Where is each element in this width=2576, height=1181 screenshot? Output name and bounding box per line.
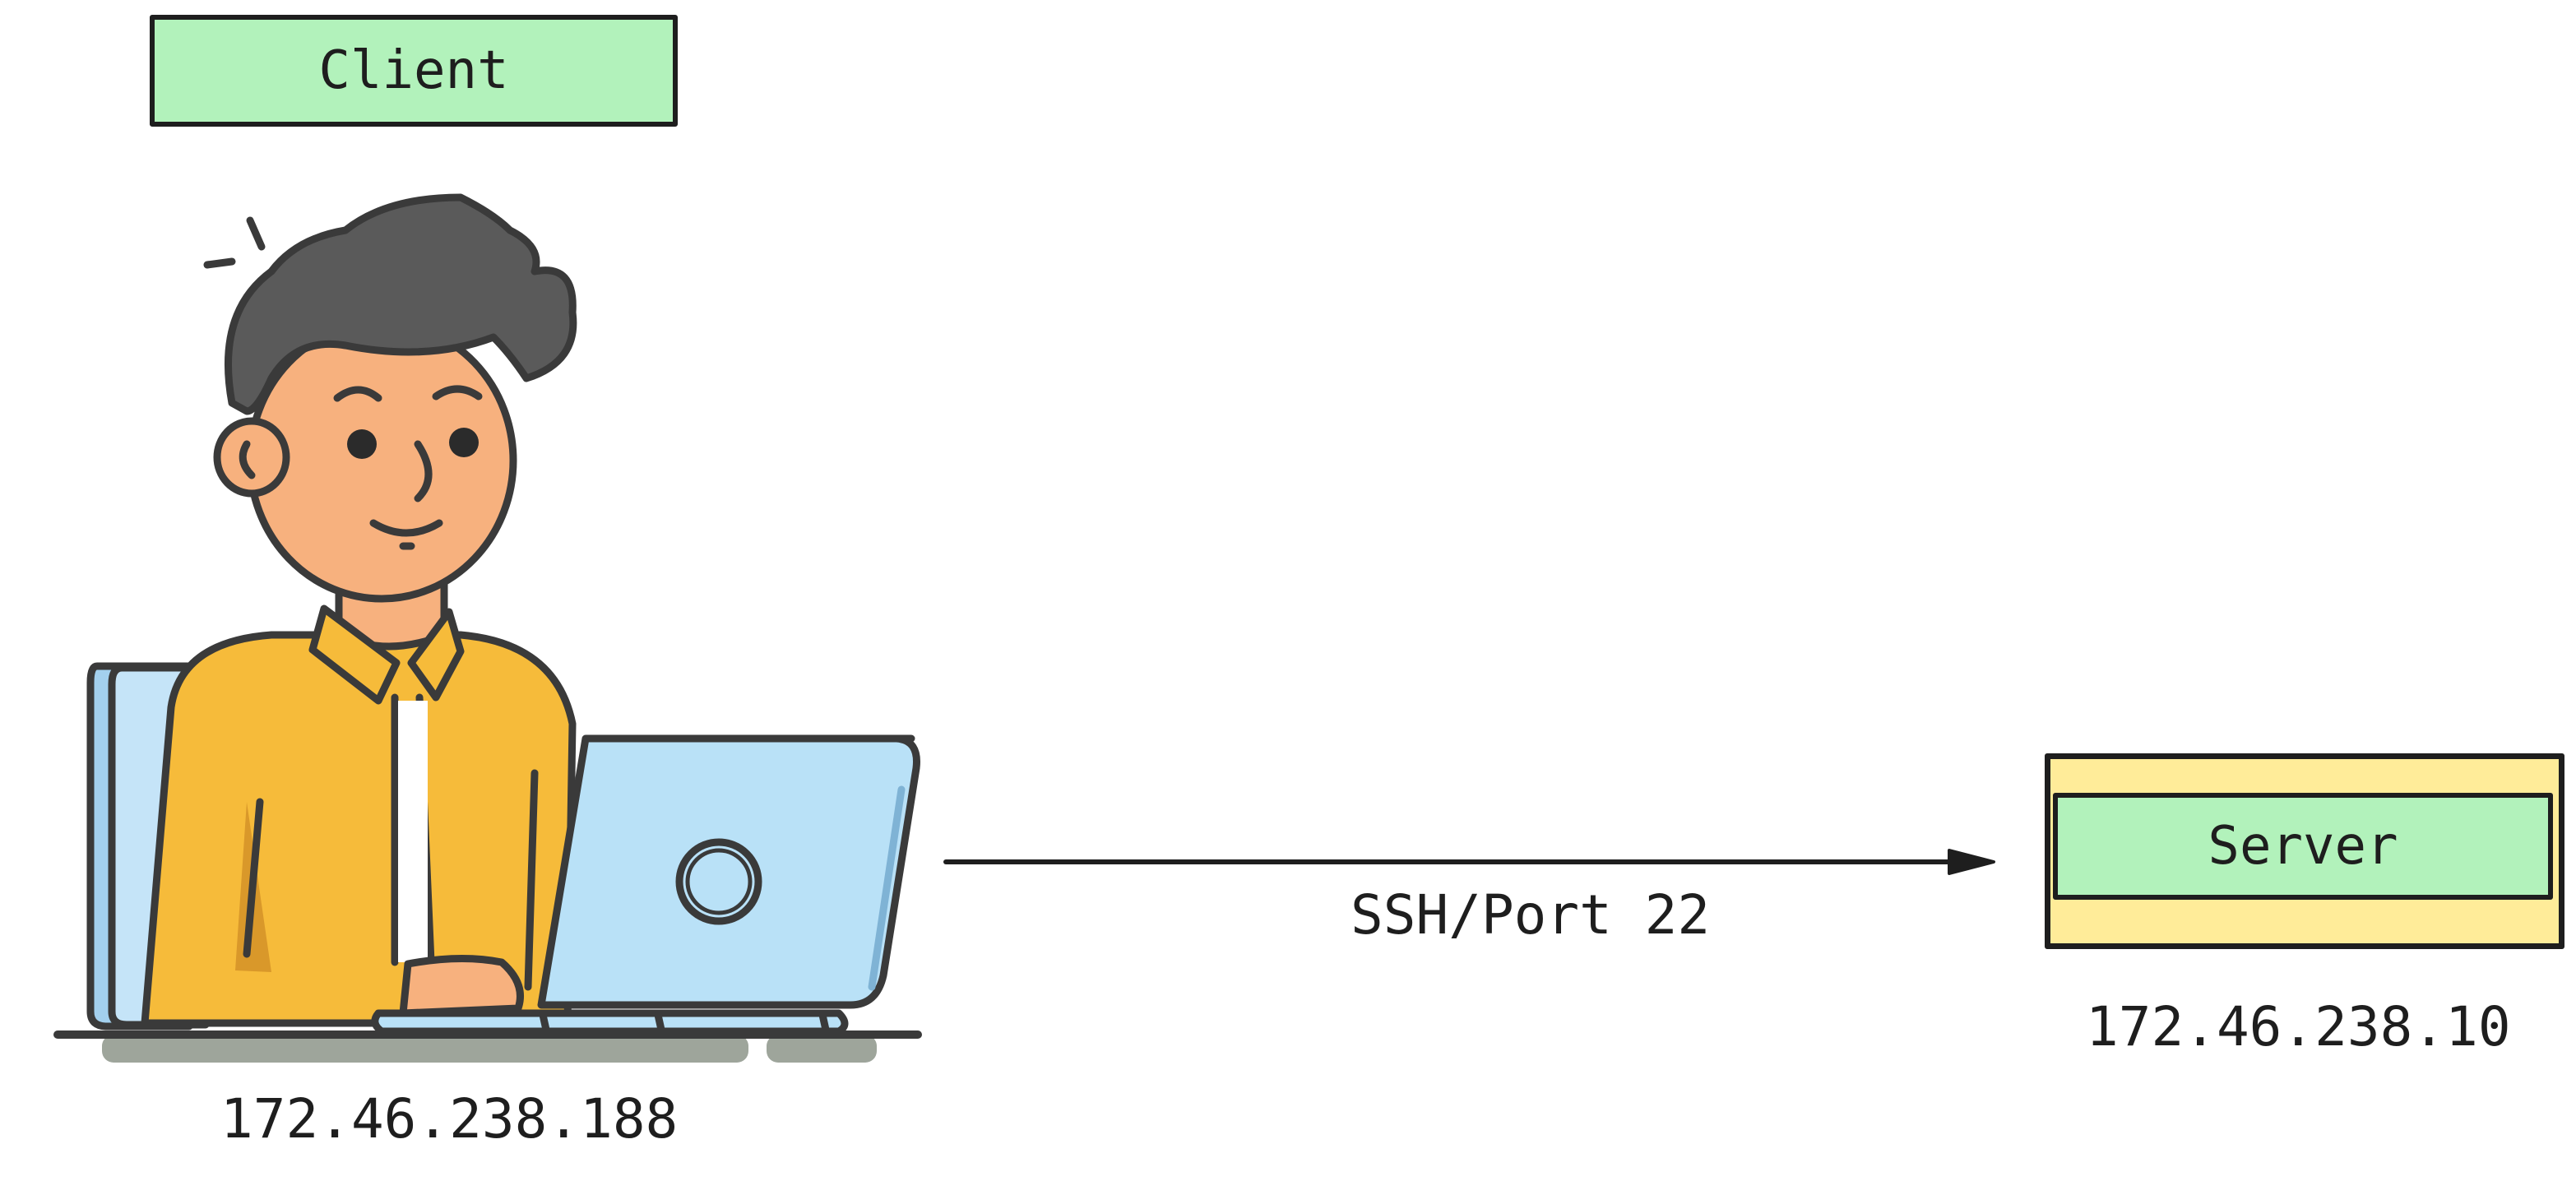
server-ip-address: 172.46.238.10	[2086, 995, 2511, 1058]
connection-label: SSH/Port 22	[1351, 883, 1711, 947]
client-label-text: Client	[318, 40, 509, 101]
client-ip-address: 172.46.238.188	[220, 1087, 679, 1151]
arrow-head	[1948, 849, 1995, 875]
client-label: Client	[150, 15, 678, 127]
person-at-laptop-icon	[53, 193, 922, 1063]
server-label-text: Server	[2208, 816, 2398, 877]
server-label: Server	[2053, 793, 2553, 900]
